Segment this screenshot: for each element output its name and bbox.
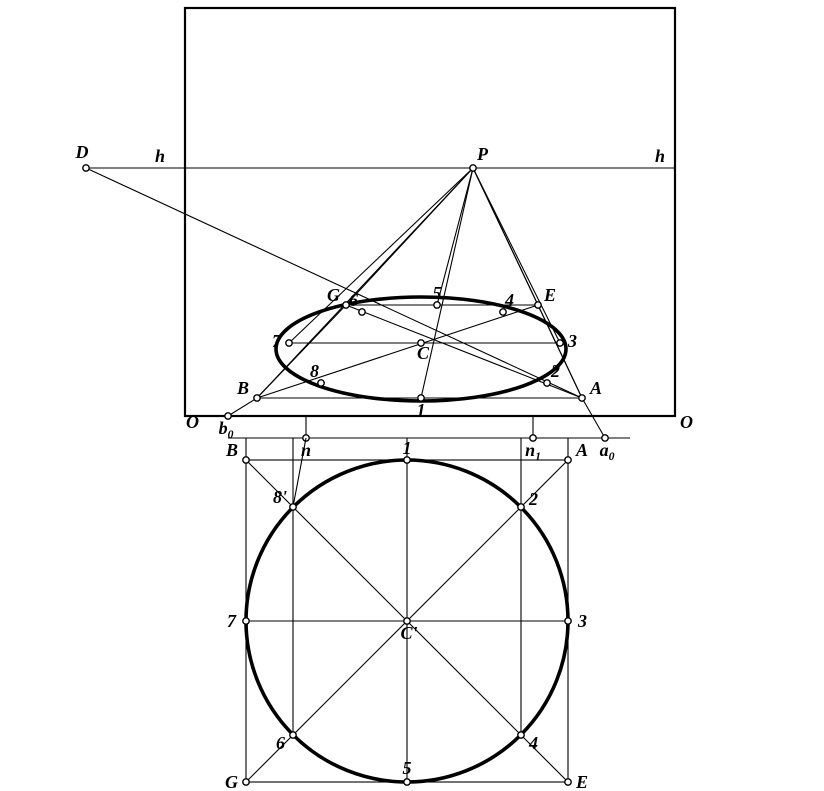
svg-text:G: G xyxy=(327,285,340,305)
svg-text:E: E xyxy=(543,285,556,305)
geometric-diagram: DPhhOOABEGC12345678b0a0nn1BAGEC'12345678… xyxy=(0,0,824,791)
svg-text:1: 1 xyxy=(417,400,426,420)
svg-text:h: h xyxy=(155,146,165,166)
svg-text:D: D xyxy=(75,142,89,162)
svg-text:n1: n1 xyxy=(525,440,541,463)
svg-text:C: C xyxy=(417,343,430,363)
svg-text:B: B xyxy=(225,440,238,460)
svg-text:O: O xyxy=(680,412,693,432)
svg-text:C': C' xyxy=(400,623,417,643)
svg-text:3: 3 xyxy=(567,331,577,351)
svg-text:7: 7 xyxy=(272,331,282,351)
svg-text:8': 8' xyxy=(273,487,287,507)
svg-text:5: 5 xyxy=(433,283,442,303)
svg-text:B: B xyxy=(236,378,249,398)
svg-text:6: 6 xyxy=(276,733,285,753)
svg-text:P: P xyxy=(476,144,489,164)
svg-text:6: 6 xyxy=(349,290,358,310)
svg-text:2: 2 xyxy=(528,489,538,509)
svg-text:4: 4 xyxy=(504,290,514,310)
svg-text:3: 3 xyxy=(577,611,587,631)
svg-text:1: 1 xyxy=(403,438,412,458)
svg-text:8: 8 xyxy=(310,361,319,381)
svg-text:2: 2 xyxy=(550,361,560,381)
svg-text:G: G xyxy=(225,772,238,791)
svg-text:A: A xyxy=(575,440,588,460)
svg-text:4: 4 xyxy=(528,733,538,753)
svg-text:7: 7 xyxy=(227,611,237,631)
svg-text:b0: b0 xyxy=(219,418,234,441)
svg-text:E: E xyxy=(575,772,588,791)
svg-text:O: O xyxy=(186,412,199,432)
svg-text:5: 5 xyxy=(403,758,412,778)
svg-text:h: h xyxy=(655,146,665,166)
svg-text:a0: a0 xyxy=(600,440,615,463)
svg-text:A: A xyxy=(589,378,602,398)
